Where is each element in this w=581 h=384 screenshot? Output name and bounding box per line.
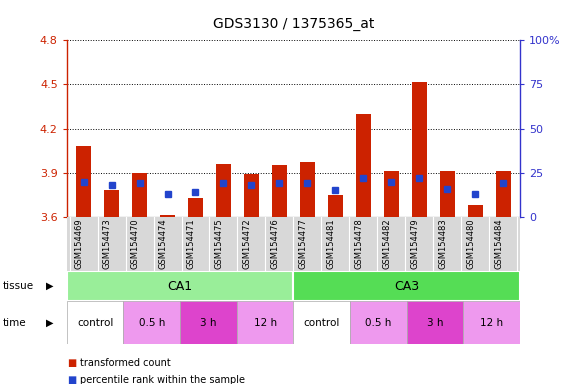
Bar (188, 198, 203, 217)
Text: CA3: CA3 (394, 280, 419, 293)
Text: percentile rank within the sample: percentile rank within the sample (80, 375, 245, 384)
Bar (383, 171, 399, 217)
Text: GSM154470: GSM154470 (131, 218, 139, 269)
Bar (411, 81, 427, 217)
Text: GDS3130 / 1375365_at: GDS3130 / 1375365_at (213, 17, 374, 31)
Text: time: time (3, 318, 27, 328)
Bar (67, 271, 293, 301)
Bar (216, 164, 231, 217)
Bar (180, 301, 237, 344)
Text: GSM154471: GSM154471 (187, 218, 195, 269)
Text: ▶: ▶ (46, 281, 53, 291)
Text: GSM154475: GSM154475 (214, 218, 224, 269)
Text: GSM154482: GSM154482 (382, 218, 392, 269)
Text: GSM154472: GSM154472 (242, 218, 252, 269)
Text: GSM154476: GSM154476 (270, 218, 279, 269)
Bar (300, 162, 315, 217)
Text: ■: ■ (67, 358, 76, 368)
Text: GSM154478: GSM154478 (354, 218, 363, 269)
Bar (440, 171, 455, 217)
Text: 12 h: 12 h (253, 318, 277, 328)
Bar (124, 301, 180, 344)
Text: 0.5 h: 0.5 h (139, 318, 165, 328)
Bar (496, 171, 511, 217)
Bar (407, 301, 464, 344)
Bar (464, 301, 520, 344)
Text: 3 h: 3 h (200, 318, 217, 328)
Bar (244, 174, 259, 217)
Text: GSM154484: GSM154484 (494, 218, 503, 269)
Bar (328, 195, 343, 217)
Text: tissue: tissue (3, 281, 34, 291)
Bar (132, 173, 147, 217)
Text: GSM154469: GSM154469 (74, 218, 84, 269)
Bar (237, 301, 293, 344)
Bar (293, 271, 520, 301)
Text: GSM154480: GSM154480 (466, 218, 475, 269)
Bar (350, 301, 407, 344)
Bar (272, 166, 287, 217)
Bar (468, 205, 483, 217)
Bar (67, 301, 124, 344)
Text: 12 h: 12 h (480, 318, 503, 328)
Text: CA1: CA1 (167, 280, 193, 293)
Text: GSM154477: GSM154477 (299, 218, 307, 269)
Text: control: control (77, 318, 113, 328)
Text: GSM154481: GSM154481 (327, 218, 335, 269)
Text: 3 h: 3 h (427, 318, 443, 328)
Bar (356, 114, 371, 217)
Text: ▶: ▶ (46, 318, 53, 328)
Text: control: control (303, 318, 340, 328)
Bar (76, 146, 91, 217)
Bar (104, 190, 119, 217)
Text: transformed count: transformed count (80, 358, 170, 368)
Text: GSM154474: GSM154474 (159, 218, 167, 269)
Text: GSM154483: GSM154483 (438, 218, 447, 269)
Bar (293, 301, 350, 344)
Text: GSM154479: GSM154479 (410, 218, 419, 269)
Text: ■: ■ (67, 375, 76, 384)
Bar (160, 215, 175, 217)
Text: GSM154473: GSM154473 (103, 218, 112, 269)
Text: 0.5 h: 0.5 h (365, 318, 392, 328)
